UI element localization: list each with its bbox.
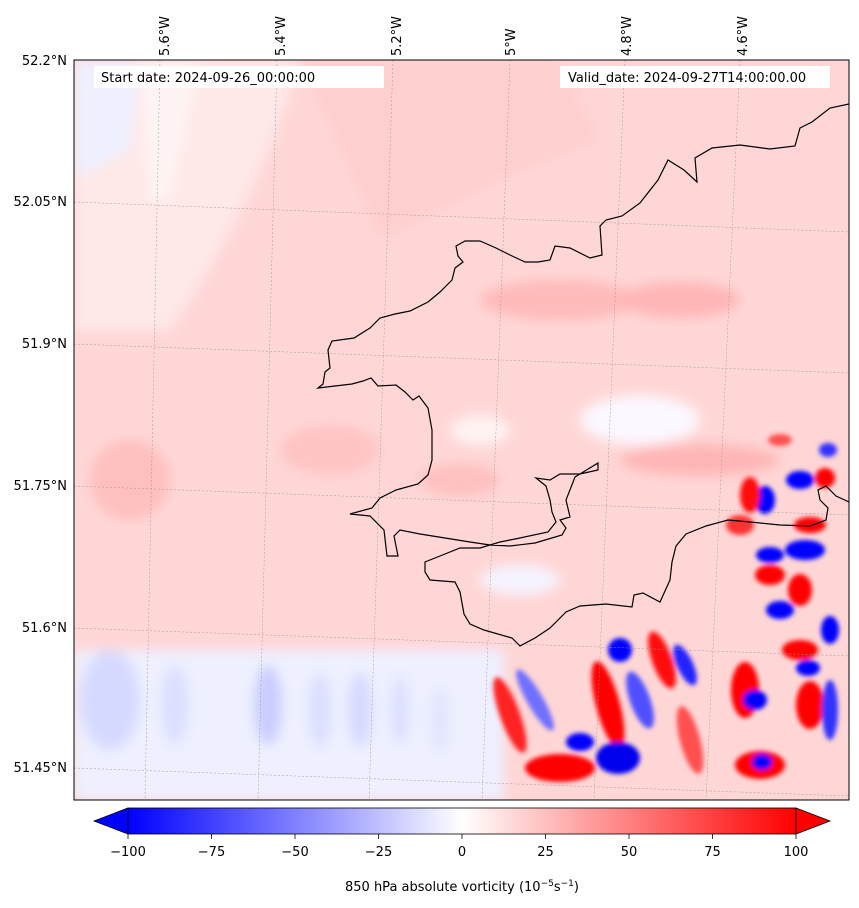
lat-label: 52.05°N	[14, 195, 67, 210]
colorbar-ticks	[127, 834, 797, 839]
lat-label: 52.2°N	[22, 54, 67, 69]
field-smooth-layer	[74, 60, 780, 800]
lat-label: 51.6°N	[22, 621, 67, 636]
colorbar-tick-label: −75	[198, 845, 225, 860]
lat-labels: 52.2°N 52.05°N 51.9°N 51.75°N 51.6°N 51.…	[14, 54, 67, 776]
field-strong-cells	[493, 434, 839, 782]
start-date-box	[94, 66, 384, 88]
colorbar: −100 −75 −50 −25 0 25 50 75 100 850 hPa …	[92, 807, 832, 895]
lon-label: 5.2°W	[390, 16, 405, 56]
map-frame	[73, 59, 850, 801]
colorbar-title: 850 hPa absolute vorticity (10−5s−1)	[345, 879, 579, 895]
start-date-label: Start date: 2024-09-26_00:00:00	[101, 71, 315, 86]
colorbar-tick-label: 50	[621, 845, 638, 860]
lat-label: 51.45°N	[14, 761, 67, 776]
lon-label: 4.6°W	[736, 16, 751, 56]
lon-labels: 5.6°W 5.4°W 5.2°W 5°W 4.8°W 4.6°W	[158, 16, 751, 56]
colorbar-min-extend	[92, 807, 129, 835]
colorbar-tick-label: 25	[537, 845, 554, 860]
valid-date-box	[560, 66, 830, 88]
colorbar-bar	[127, 807, 797, 835]
valid-date-label: Valid_date: 2024-09-27T14:00:00.00	[568, 71, 806, 86]
vorticity-field: Start date: 2024-09-26_00:00:00 Valid_da…	[74, 60, 849, 800]
colorbar-tick-label: −25	[365, 845, 392, 860]
lon-label: 5.4°W	[274, 16, 289, 56]
colorbar-tick-label: 100	[784, 845, 809, 860]
lat-label: 51.9°N	[22, 337, 67, 352]
colorbar-max-extend	[795, 807, 832, 835]
lon-label: 5°W	[504, 28, 519, 56]
lat-label: 51.75°N	[14, 479, 67, 494]
lon-label: 5.6°W	[158, 16, 173, 56]
colorbar-tick-label: 75	[704, 845, 721, 860]
coastline	[315, 103, 849, 647]
graticule	[74, 60, 849, 800]
lon-label: 4.8°W	[620, 16, 635, 56]
colorbar-tick-label: 0	[458, 845, 466, 860]
colorbar-tick-label: −100	[110, 845, 146, 860]
colorbar-tick-label: −50	[281, 845, 308, 860]
